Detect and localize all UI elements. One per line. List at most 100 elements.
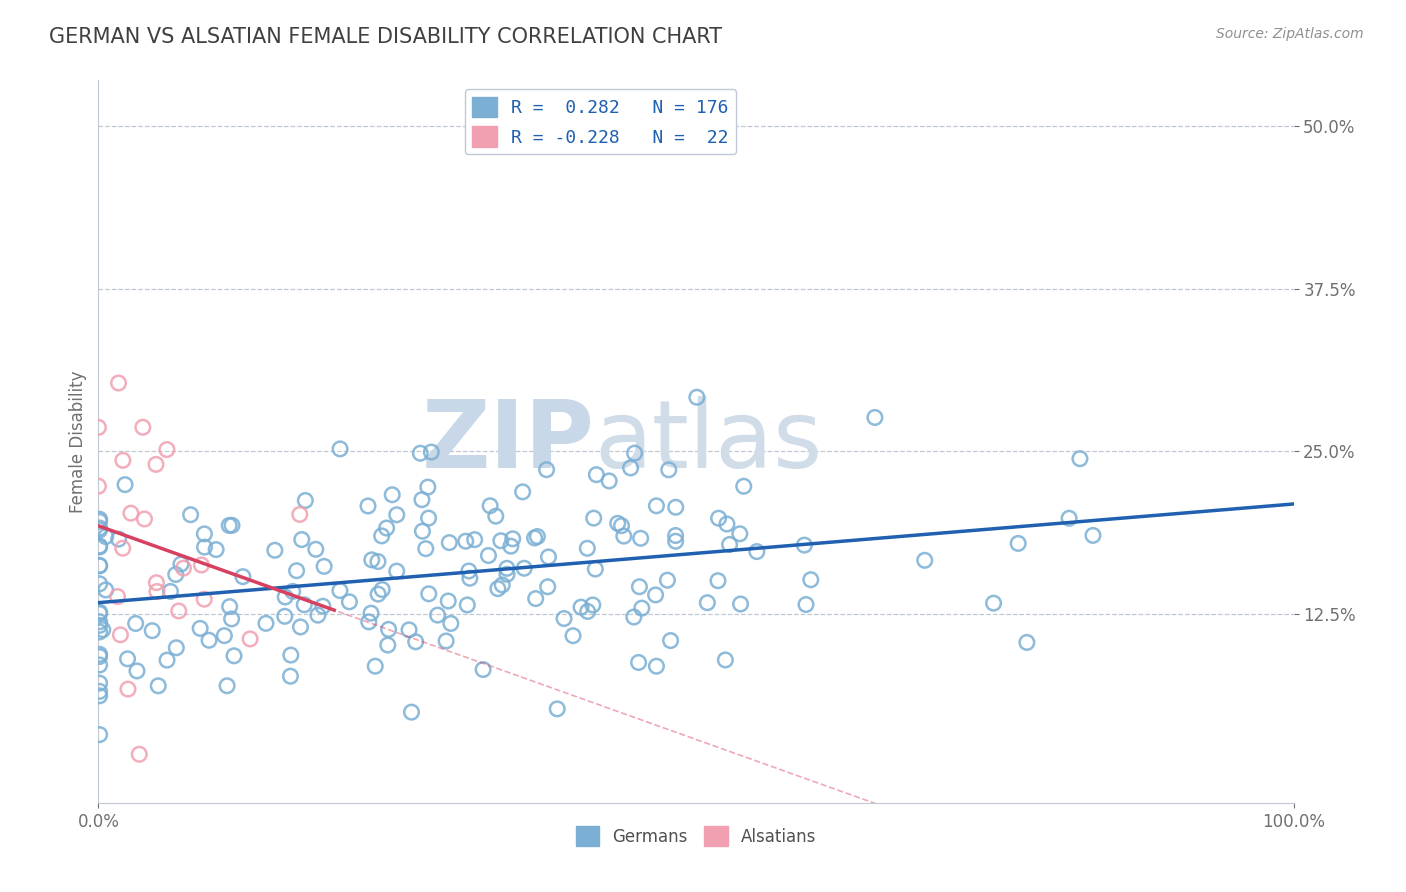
Point	[357, 499, 380, 513]
Point	[285, 564, 308, 578]
Point	[794, 598, 817, 612]
Point	[281, 584, 304, 599]
Point	[89, 515, 111, 529]
Point	[375, 521, 398, 535]
Point	[214, 629, 236, 643]
Point	[437, 594, 460, 608]
Point	[89, 618, 111, 632]
Point	[364, 659, 387, 673]
Point	[610, 518, 633, 533]
Point	[491, 578, 513, 592]
Point	[87, 420, 110, 434]
Point	[385, 508, 408, 522]
Y-axis label: Female Disability: Female Disability	[69, 370, 87, 513]
Point	[360, 606, 382, 620]
Point	[218, 599, 240, 614]
Point	[485, 509, 508, 524]
Point	[793, 538, 815, 552]
Point	[606, 516, 628, 531]
Point	[239, 632, 262, 646]
Point	[221, 518, 243, 533]
Point	[457, 564, 479, 578]
Point	[89, 539, 111, 553]
Point	[222, 648, 245, 663]
Point	[290, 620, 312, 634]
Point	[665, 534, 688, 549]
Point	[370, 529, 392, 543]
Point	[193, 592, 215, 607]
Point	[91, 623, 114, 637]
Point	[536, 463, 558, 477]
Point	[1069, 451, 1091, 466]
Point	[645, 499, 668, 513]
Point	[170, 557, 193, 571]
Point	[472, 663, 495, 677]
Point	[89, 540, 111, 554]
Point	[377, 638, 399, 652]
Point	[89, 558, 111, 573]
Point	[312, 599, 335, 614]
Point	[180, 508, 202, 522]
Point	[745, 544, 768, 558]
Point	[280, 648, 302, 662]
Point	[665, 500, 688, 515]
Text: GERMAN VS ALSATIAN FEMALE DISABILITY CORRELATION CHART: GERMAN VS ALSATIAN FEMALE DISABILITY COR…	[49, 27, 723, 46]
Point	[165, 640, 187, 655]
Point	[110, 628, 132, 642]
Point	[314, 559, 336, 574]
Point	[132, 420, 155, 434]
Point	[89, 512, 111, 526]
Point	[274, 590, 297, 604]
Point	[733, 479, 755, 493]
Point	[686, 390, 709, 404]
Point	[477, 549, 499, 563]
Point	[983, 596, 1005, 610]
Point	[496, 567, 519, 582]
Point	[730, 597, 752, 611]
Point	[193, 527, 215, 541]
Point	[148, 679, 170, 693]
Point	[232, 569, 254, 583]
Point	[696, 596, 718, 610]
Point	[537, 580, 560, 594]
Point	[145, 458, 167, 472]
Point	[439, 535, 461, 549]
Point	[107, 532, 129, 546]
Point	[190, 558, 212, 572]
Point	[217, 679, 239, 693]
Point	[89, 605, 111, 619]
Point	[728, 526, 751, 541]
Point	[89, 657, 111, 672]
Point	[172, 561, 194, 575]
Point	[800, 573, 823, 587]
Point	[537, 549, 560, 564]
Text: atlas: atlas	[595, 395, 823, 488]
Point	[486, 582, 509, 596]
Point	[914, 553, 936, 567]
Point	[89, 648, 111, 662]
Point	[620, 461, 643, 475]
Point	[418, 587, 440, 601]
Point	[659, 633, 682, 648]
Point	[377, 623, 399, 637]
Point	[479, 499, 502, 513]
Point	[107, 590, 129, 604]
Point	[434, 634, 457, 648]
Point	[658, 463, 681, 477]
Point	[420, 445, 443, 459]
Point	[198, 633, 221, 648]
Point	[562, 629, 585, 643]
Point	[645, 659, 668, 673]
Point	[280, 669, 302, 683]
Point	[546, 702, 568, 716]
Point	[523, 531, 546, 545]
Legend: Germans, Alsatians: Germans, Alsatians	[569, 820, 823, 852]
Point	[218, 518, 240, 533]
Point	[193, 540, 215, 554]
Point	[524, 591, 547, 606]
Point	[205, 542, 228, 557]
Point	[120, 506, 142, 520]
Point	[89, 684, 111, 698]
Point	[1081, 528, 1104, 542]
Point	[623, 610, 645, 624]
